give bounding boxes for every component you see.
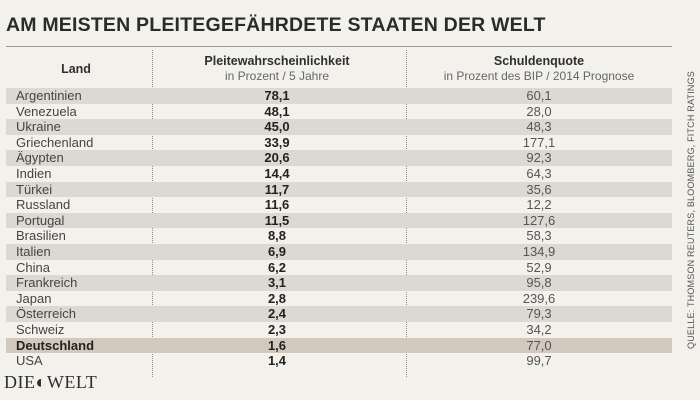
country-name: Österreich xyxy=(16,306,76,322)
table-row: Brasilien 8,8 58,3 xyxy=(6,228,672,244)
country-name: Ukraine xyxy=(16,119,61,135)
probability-value: 1,6 xyxy=(267,337,287,353)
probability-value: 33,9 xyxy=(264,134,290,150)
header-probability-sub: in Prozent / 5 Jahre xyxy=(224,69,330,83)
country-name: Venezuela xyxy=(16,103,77,119)
debt-ratio-value: 60,1 xyxy=(526,88,552,103)
table-row: Venezuela 48,1 28,0 xyxy=(6,104,672,120)
debt-ratio-value: 95,8 xyxy=(526,275,552,291)
title-divider xyxy=(6,46,672,47)
table-row: Ukraine 45,0 48,3 xyxy=(6,119,672,135)
debt-ratio-value: 35,6 xyxy=(526,181,552,197)
header-land-label: Land xyxy=(61,62,91,76)
header-debt: Schuldenquote in Prozent des BIP / 2014 … xyxy=(406,54,672,84)
probability-value: 11,5 xyxy=(264,212,290,228)
probability-value: 6,9 xyxy=(267,243,287,259)
table-row: Schweiz 2,3 34,2 xyxy=(6,322,672,338)
table-row: Griechenland 33,9 177,1 xyxy=(6,135,672,151)
table-row: Ägypten 20,6 92,3 xyxy=(6,150,672,166)
debt-ratio-value: 64,3 xyxy=(526,165,552,181)
debt-ratio-value: 239,6 xyxy=(522,290,556,306)
country-name: China xyxy=(16,259,50,275)
probability-value: 11,6 xyxy=(264,197,290,213)
source-note: QUELLE: THOMSON REUTERS, BLOOMBERG, FITC… xyxy=(686,70,696,350)
probability-value: 48,1 xyxy=(264,103,290,119)
table-row: Deutschland 1,6 77,0 xyxy=(6,337,672,354)
debt-ratio-value: 77,0 xyxy=(526,337,552,353)
data-table: Argentinien 78,1 60,1 Venezuela 48,1 28,0 Ukra… xyxy=(6,88,672,369)
table-row: Indien 14,4 64,3 xyxy=(6,166,672,182)
probability-value: 45,0 xyxy=(264,119,290,135)
table-row: Frankreich 3,1 95,8 xyxy=(6,275,672,291)
debt-ratio-value: 12,2 xyxy=(526,197,552,213)
country-name: Frankreich xyxy=(16,275,78,291)
country-name: Indien xyxy=(16,165,52,181)
probability-value: 6,2 xyxy=(267,259,287,275)
country-name: Brasilien xyxy=(16,228,66,244)
debt-ratio-value: 28,0 xyxy=(526,103,552,119)
table-row: Argentinien 78,1 60,1 xyxy=(6,88,672,104)
country-name: Griechenland xyxy=(16,134,94,150)
header-probability: Pleitewahrscheinlichkeit in Prozent / 5 … xyxy=(152,54,402,84)
header-debt-sub: in Prozent des BIP / 2014 Prognose xyxy=(443,69,635,83)
country-name: USA xyxy=(16,353,43,369)
country-name: Deutschland xyxy=(16,337,95,353)
debt-ratio-value: 99,7 xyxy=(526,353,552,369)
die-welt-logo: DIE◐WELT xyxy=(4,372,98,392)
table-row: Türkei 11,7 35,6 xyxy=(6,181,672,198)
table-row: Japan 2,8 239,6 xyxy=(6,291,672,307)
probability-value: 20,6 xyxy=(264,150,290,166)
probability-value: 78,1 xyxy=(264,88,290,103)
table-row: USA 1,4 99,7 xyxy=(6,353,672,369)
country-name: Portugal xyxy=(16,212,65,228)
debt-ratio-value: 58,3 xyxy=(526,228,552,244)
country-name: Ägypten xyxy=(16,150,64,166)
table-row: Italien 6,9 134,9 xyxy=(6,243,672,260)
debt-ratio-value: 34,2 xyxy=(526,321,552,337)
header-land: Land xyxy=(6,62,146,77)
debt-ratio-value: 92,3 xyxy=(526,150,552,166)
table-row: Portugal 11,5 127,6 xyxy=(6,212,672,229)
header-probability-label: Pleitewahrscheinlichkeit xyxy=(204,54,350,68)
chart-title: AM MEISTEN PLEITEGEFÄHRDETE STAATEN DER … xyxy=(6,14,546,36)
debt-ratio-value: 79,3 xyxy=(526,306,552,322)
country-name: Argentinien xyxy=(16,88,82,103)
probability-value: 2,8 xyxy=(267,290,287,306)
table-row: Russland 11,6 12,2 xyxy=(6,197,672,213)
debt-ratio-value: 52,9 xyxy=(526,259,552,275)
probability-value: 1,4 xyxy=(267,353,287,369)
country-name: Türkei xyxy=(16,181,53,197)
probability-value: 8,8 xyxy=(267,228,287,244)
probability-value: 11,7 xyxy=(264,181,290,197)
country-name: Russland xyxy=(16,197,71,213)
debt-ratio-value: 48,3 xyxy=(526,119,552,135)
debt-ratio-value: 177,1 xyxy=(522,134,556,150)
table-row: China 6,2 52,9 xyxy=(6,260,672,276)
probability-value: 2,4 xyxy=(267,306,287,322)
country-name: Schweiz xyxy=(16,321,65,337)
country-name: Italien xyxy=(16,243,51,259)
probability-value: 3,1 xyxy=(267,275,287,291)
debt-ratio-value: 134,9 xyxy=(522,243,556,259)
header-debt-label: Schuldenquote xyxy=(493,54,585,68)
country-name: Japan xyxy=(16,290,52,306)
probability-value: 2,3 xyxy=(267,321,287,337)
debt-ratio-value: 127,6 xyxy=(522,212,556,228)
probability-value: 14,4 xyxy=(264,165,290,181)
table-row: Österreich 2,4 79,3 xyxy=(6,306,672,322)
